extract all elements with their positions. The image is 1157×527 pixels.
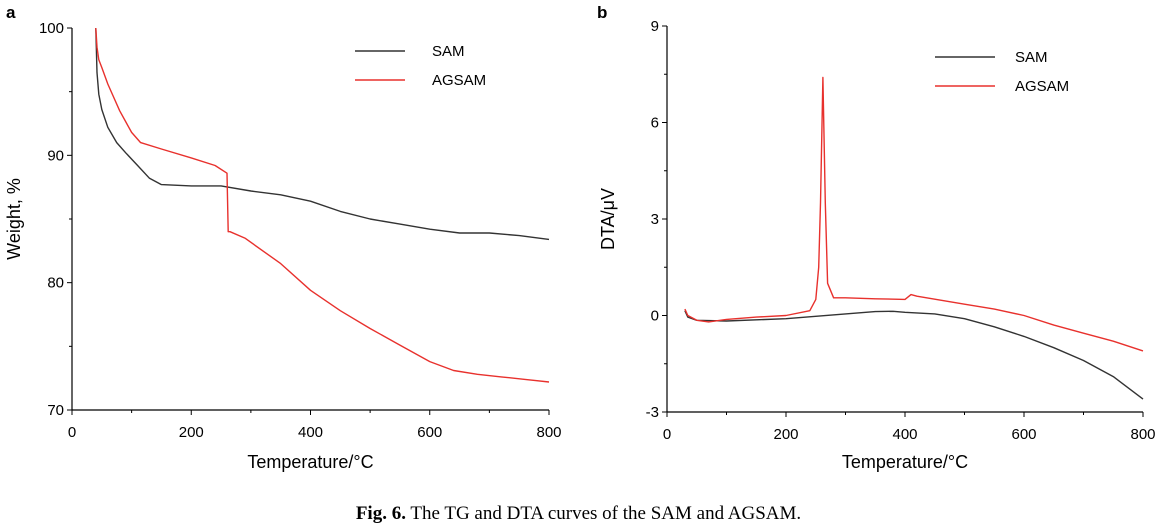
panel-a-legend-label-agsam: AGSAM xyxy=(432,72,486,89)
panel-b-legend-label-agsam: AGSAM xyxy=(1015,78,1069,95)
panel-b-x-axis-label: Temperature/°C xyxy=(842,452,968,472)
figure-caption: Fig. 6. The TG and DTA curves of the SAM… xyxy=(0,503,1157,525)
panel-b-x-tick-label: 400 xyxy=(892,426,917,443)
panel-a-series-sam-line xyxy=(95,27,550,241)
panel-b-legend-label-sam: SAM xyxy=(1015,49,1048,66)
panel-b-y-tick-label: 6 xyxy=(651,115,659,132)
panel-a-legend-label-sam: SAM xyxy=(432,43,465,60)
panel-a-series-agsam-line xyxy=(95,27,550,383)
panel-a-x-tick-label: 400 xyxy=(298,424,323,441)
panel-b-y-tick-label: 9 xyxy=(651,18,659,35)
panel-a-label: a xyxy=(6,3,16,22)
panel-b-label: b xyxy=(597,3,607,22)
panel-b-series-sam-line xyxy=(684,310,1144,400)
panel-a-x-tick-label: 800 xyxy=(536,424,561,441)
panel-b-x-tick-label: 200 xyxy=(773,426,798,443)
panel-b-x-tick-label: 600 xyxy=(1011,426,1036,443)
panel-a-y-tick-label: 90 xyxy=(47,147,64,164)
caption-label: Fig. 6. xyxy=(355,503,406,524)
panel-a-y-axis-label: Weight, % xyxy=(4,178,24,260)
panel-b-series-agsam-line xyxy=(684,76,1144,352)
panel-b-y-tick-label: -3 xyxy=(646,404,659,421)
panel-a-y-tick-label: 80 xyxy=(47,275,64,292)
panel-a-x-tick-label: 600 xyxy=(417,424,442,441)
panel-a-x-axis-label: Temperature/°C xyxy=(247,452,373,472)
panel-a-y-tick-label: 70 xyxy=(47,402,64,419)
caption-text: The TG and DTA curves of the SAM and AGS… xyxy=(410,503,802,524)
panel-b-x-tick-label: 800 xyxy=(1130,426,1155,443)
panel-a-y-tick-label: 100 xyxy=(39,20,64,37)
panel-a-x-tick-label: 200 xyxy=(179,424,204,441)
panel-b-x-tick-label: 0 xyxy=(663,426,671,443)
panel-b-y-axis-label: DTA/μV xyxy=(598,188,618,250)
panel-b-y-tick-label: 0 xyxy=(651,308,659,325)
panel-b-y-tick-label: 3 xyxy=(651,211,659,228)
panel-a-x-tick-label: 0 xyxy=(68,424,76,441)
